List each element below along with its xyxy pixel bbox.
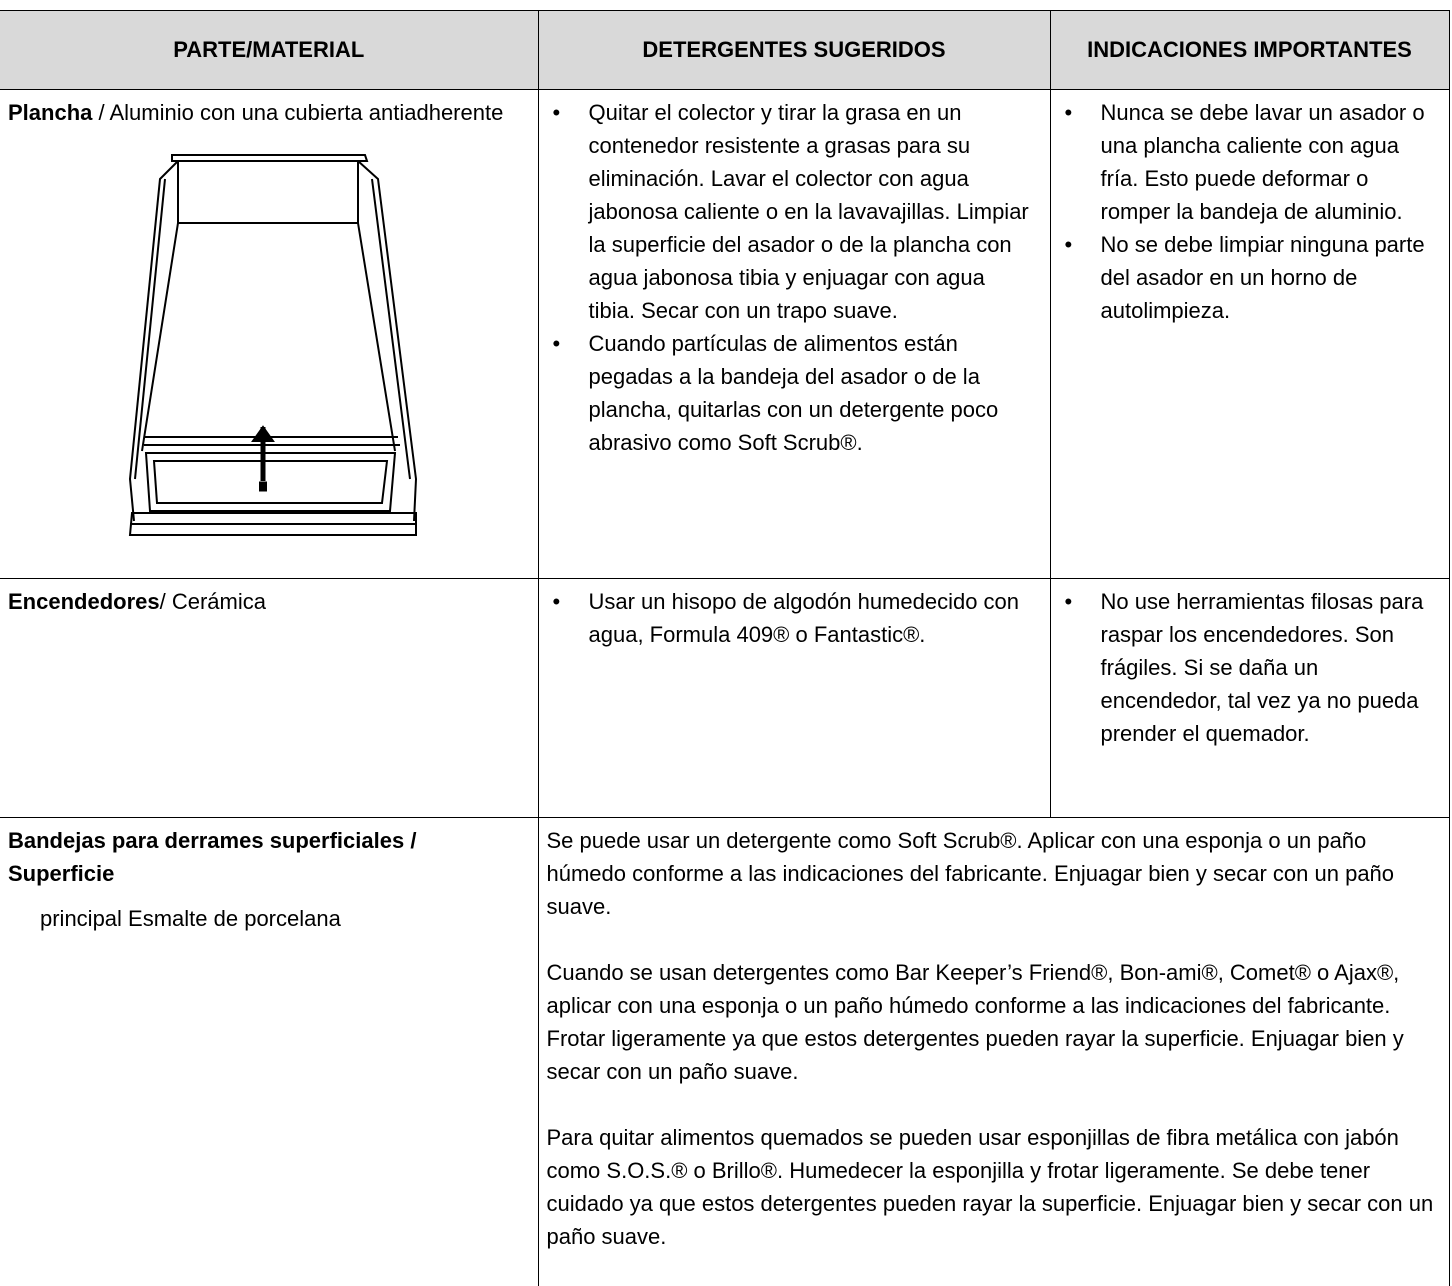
bullet-item: No se debe limpiar ninguna parte del asa…	[1059, 228, 1435, 327]
part-cell: Plancha / Aluminio con una cubierta anti…	[0, 90, 538, 579]
notes-cell: Nunca se debe lavar un asador o una plan…	[1050, 90, 1449, 579]
detergents-cell: Usar un hisopo de algodón humedecido con…	[538, 579, 1050, 818]
header-cell: PARTE/MATERIAL	[0, 11, 538, 90]
detergents-cell: Quitar el colector y tirar la grasa en u…	[538, 90, 1050, 579]
paragraph: Cuando se usan detergentes como Bar Keep…	[547, 956, 1435, 1088]
paragraph: Se puede usar un detergente como Soft Sc…	[547, 824, 1435, 923]
part-cell: Encendedores/ Cerámica	[0, 579, 538, 818]
part-material: / Aluminio con una cubierta antiadherent…	[92, 100, 503, 125]
bullet-item: Cuando partículas de alimentos están peg…	[547, 327, 1036, 459]
part-name: Bandejas para derrames superficiales / S…	[8, 828, 416, 886]
part-cell: Bandejas para derrames superficiales / S…	[0, 818, 538, 1286]
part-name: Plancha	[8, 100, 92, 125]
cleaning-table: PARTE/MATERIAL DETERGENTES SUGERIDOS IND…	[0, 10, 1450, 1286]
header-row: PARTE/MATERIAL DETERGENTES SUGERIDOS IND…	[0, 11, 1449, 90]
bullet-item: Nunca se debe lavar un asador o una plan…	[1059, 96, 1435, 228]
merged-cell: Se puede usar un detergente como Soft Sc…	[538, 818, 1449, 1286]
bullet-item: Usar un hisopo de algodón humedecido con…	[547, 585, 1036, 651]
header-cell: DETERGENTES SUGERIDOS	[538, 11, 1050, 90]
row: Bandejas para derrames superficiales / S…	[0, 818, 1449, 1286]
part-material: principal Esmalte de porcelana	[8, 902, 524, 935]
row: Plancha / Aluminio con una cubierta anti…	[0, 90, 1449, 579]
bullet-item: No use herramientas filosas para raspar …	[1059, 585, 1435, 750]
part-name: Encendedores	[8, 589, 160, 614]
row: Encendedores/ Cerámica Usar un hisopo de…	[0, 579, 1449, 818]
part-material: / Cerámica	[160, 589, 266, 614]
paragraph: Para quitar alimentos quemados se pueden…	[547, 1121, 1435, 1253]
header-cell: INDICACIONES IMPORTANTES	[1050, 11, 1449, 90]
griddle-illustration	[120, 141, 420, 536]
notes-cell: No use herramientas filosas para raspar …	[1050, 579, 1449, 818]
bullet-item: Quitar el colector y tirar la grasa en u…	[547, 96, 1036, 327]
